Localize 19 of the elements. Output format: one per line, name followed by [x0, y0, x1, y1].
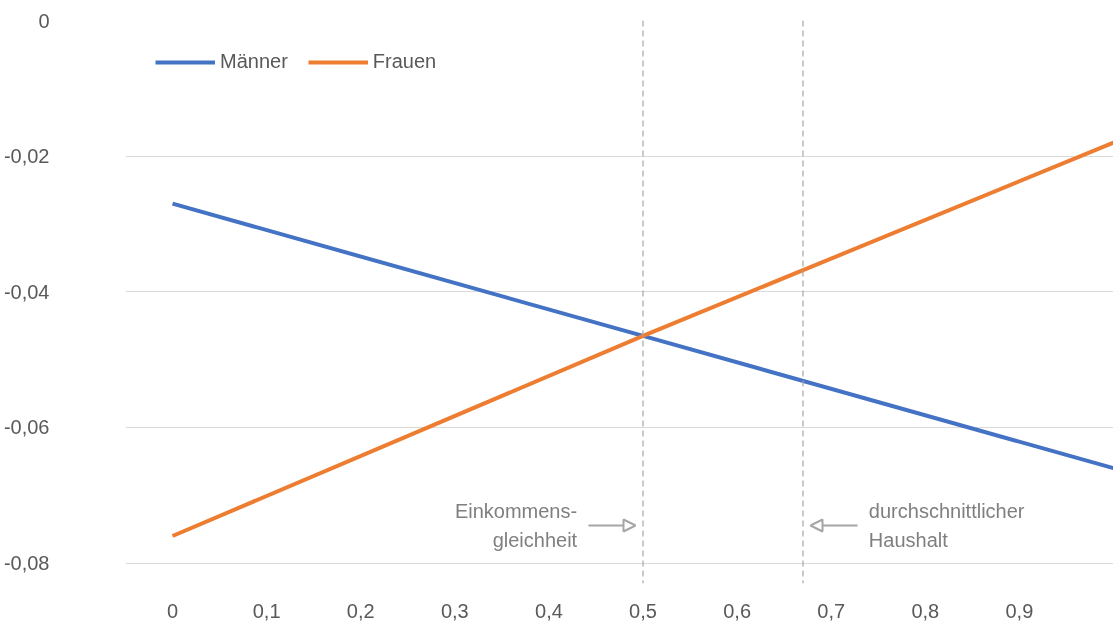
y-tick-label: 0 — [38, 9, 50, 32]
x-tick-label: 0,8 — [911, 599, 940, 622]
y-tick-label: -0,08 — [3, 552, 50, 575]
x-tick-label: 0,6 — [723, 599, 752, 622]
y-tick-label: -0,06 — [3, 416, 50, 439]
y-tick-label: -0,04 — [3, 280, 50, 303]
x-tick-label: 0,4 — [535, 599, 563, 622]
x-tick-label: 0,9 — [1005, 599, 1034, 622]
x-tick-label: 0,2 — [346, 599, 375, 622]
x-tick-label: 0,3 — [440, 599, 469, 622]
x-tick-label: 0 — [166, 599, 179, 622]
ref-line-label: durchschnittlicher Haushalt — [868, 500, 1025, 551]
x-tick-label: 0,5 — [629, 599, 657, 622]
x-tick-label: 0,1 — [252, 599, 281, 622]
legend-label: Frauen — [372, 50, 437, 73]
y-tick-label: -0,02 — [3, 145, 50, 168]
legend-label: Männer — [220, 50, 288, 73]
x-tick-label: 0,7 — [817, 599, 846, 622]
ref-line-label: Einkommens- gleichheit — [454, 500, 578, 551]
